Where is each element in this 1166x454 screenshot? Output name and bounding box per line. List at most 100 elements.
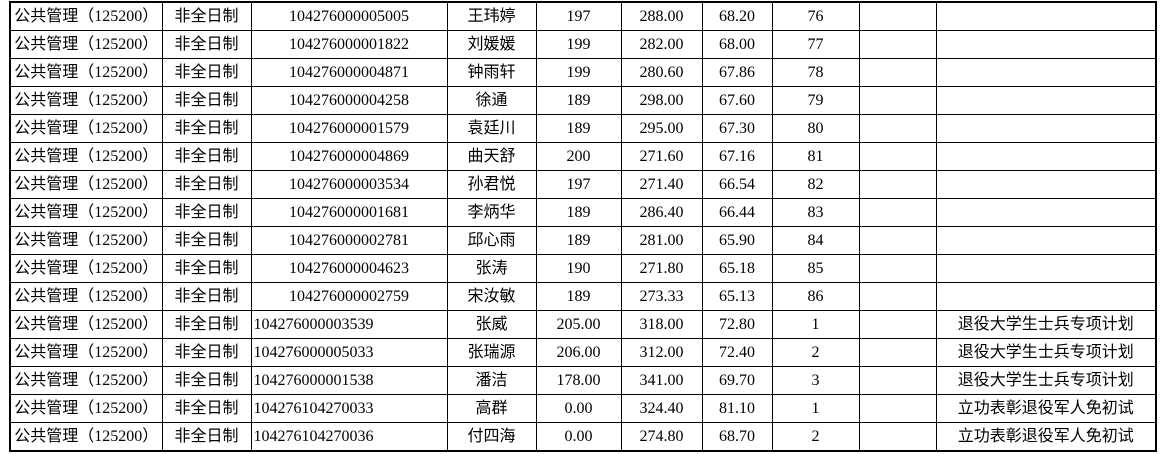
cell-name: 刘媛媛 [446, 30, 537, 59]
cell-study-type: 非全日制 [161, 58, 252, 87]
cell-exam-id: 104276000004623 [250, 254, 448, 283]
cell-total-score: 65.13 [701, 282, 773, 311]
cell-remark [935, 1, 1157, 31]
cell-extra [858, 86, 937, 115]
cell-name: 宋汝敏 [446, 282, 537, 311]
cell-study-type: 非全日制 [161, 422, 252, 452]
cell-study-type: 非全日制 [161, 310, 252, 339]
cell-initial-score: 199 [535, 30, 622, 59]
cell-remark: 退役大学生士兵专项计划 [935, 338, 1157, 367]
cell-program: 公共管理（125200） [9, 310, 163, 339]
cell-remark [935, 142, 1157, 171]
cell-extra [858, 1, 937, 31]
cell-extra [858, 170, 937, 199]
cell-program: 公共管理（125200） [9, 282, 163, 311]
admission-results-table: 公共管理（125200） 非全日制 104276000005005 王玮婷 197 288… [9, 1, 1157, 452]
cell-extra [858, 58, 937, 87]
cell-rank: 1 [771, 394, 860, 423]
cell-initial-score: 189 [535, 86, 622, 115]
cell-retest-score: 324.40 [620, 394, 703, 423]
cell-retest-score: 281.00 [620, 226, 703, 255]
cell-exam-id: 104276000002759 [250, 282, 448, 311]
cell-program: 公共管理（125200） [9, 198, 163, 227]
cell-name: 张涛 [446, 254, 537, 283]
cell-retest-score: 318.00 [620, 310, 703, 339]
cell-rank: 79 [771, 86, 860, 115]
table-row: 公共管理（125200） 非全日制 104276000001538 潘洁 178.00 3… [9, 366, 1157, 395]
cell-retest-score: 341.00 [620, 366, 703, 395]
cell-initial-score: 189 [535, 226, 622, 255]
cell-program: 公共管理（125200） [9, 86, 163, 115]
cell-extra [858, 366, 937, 395]
cell-total-score: 81.10 [701, 394, 773, 423]
cell-initial-score: 197 [535, 1, 622, 31]
cell-initial-score: 189 [535, 282, 622, 311]
cell-retest-score: 274.80 [620, 422, 703, 452]
cell-program: 公共管理（125200） [9, 394, 163, 423]
cell-retest-score: 273.33 [620, 282, 703, 311]
cell-remark [935, 30, 1157, 59]
cell-program: 公共管理（125200） [9, 58, 163, 87]
cell-name: 潘洁 [446, 366, 537, 395]
cell-total-score: 67.60 [701, 86, 773, 115]
cell-study-type: 非全日制 [161, 1, 252, 31]
table-body: 公共管理（125200） 非全日制 104276000005005 王玮婷 197 288… [9, 1, 1157, 452]
cell-retest-score: 271.40 [620, 170, 703, 199]
cell-program: 公共管理（125200） [9, 338, 163, 367]
cell-rank: 2 [771, 338, 860, 367]
cell-name: 李炳华 [446, 198, 537, 227]
cell-study-type: 非全日制 [161, 198, 252, 227]
cell-retest-score: 271.60 [620, 142, 703, 171]
cell-program: 公共管理（125200） [9, 366, 163, 395]
cell-name: 曲天舒 [446, 142, 537, 171]
table-row: 公共管理（125200） 非全日制 104276104270036 付四海 0.00 27… [9, 422, 1157, 452]
cell-extra [858, 282, 937, 311]
table-row: 公共管理（125200） 非全日制 104276000001681 李炳华 189 286… [9, 198, 1157, 227]
cell-total-score: 69.70 [701, 366, 773, 395]
cell-exam-id: 104276000003539 [250, 310, 448, 339]
table-row: 公共管理（125200） 非全日制 104276000003539 张威 205.00 3… [9, 310, 1157, 339]
cell-total-score: 67.86 [701, 58, 773, 87]
cell-retest-score: 286.40 [620, 198, 703, 227]
cell-retest-score: 312.00 [620, 338, 703, 367]
cell-retest-score: 271.80 [620, 254, 703, 283]
cell-rank: 2 [771, 422, 860, 452]
cell-program: 公共管理（125200） [9, 30, 163, 59]
cell-study-type: 非全日制 [161, 282, 252, 311]
cell-total-score: 68.70 [701, 422, 773, 452]
cell-remark [935, 58, 1157, 87]
cell-exam-id: 104276000005033 [250, 338, 448, 367]
cell-initial-score: 0.00 [535, 394, 622, 423]
cell-extra [858, 142, 937, 171]
cell-total-score: 72.40 [701, 338, 773, 367]
cell-remark: 立功表彰退役军人免初试 [935, 394, 1157, 423]
cell-rank: 84 [771, 226, 860, 255]
cell-retest-score: 280.60 [620, 58, 703, 87]
cell-extra [858, 310, 937, 339]
cell-initial-score: 206.00 [535, 338, 622, 367]
cell-remark [935, 114, 1157, 143]
cell-rank: 83 [771, 198, 860, 227]
cell-name: 徐通 [446, 86, 537, 115]
cell-remark [935, 170, 1157, 199]
cell-total-score: 65.18 [701, 254, 773, 283]
cell-extra [858, 114, 937, 143]
table-row: 公共管理（125200） 非全日制 104276000005033 张瑞源 206.00… [9, 338, 1157, 367]
cell-study-type: 非全日制 [161, 366, 252, 395]
cell-remark [935, 226, 1157, 255]
table-row: 公共管理（125200） 非全日制 104276000003534 孙君悦 197 271… [9, 170, 1157, 199]
cell-name: 张威 [446, 310, 537, 339]
cell-exam-id: 104276000004871 [250, 58, 448, 87]
cell-extra [858, 226, 937, 255]
cell-name: 张瑞源 [446, 338, 537, 367]
cell-exam-id: 104276104270036 [250, 422, 448, 452]
cell-initial-score: 205.00 [535, 310, 622, 339]
cell-initial-score: 189 [535, 198, 622, 227]
cell-total-score: 66.44 [701, 198, 773, 227]
cell-total-score: 66.54 [701, 170, 773, 199]
table-row: 公共管理（125200） 非全日制 104276000001822 刘媛媛 199 282… [9, 30, 1157, 59]
cell-rank: 76 [771, 1, 860, 31]
cell-name: 袁廷川 [446, 114, 537, 143]
cell-remark: 退役大学生士兵专项计划 [935, 366, 1157, 395]
